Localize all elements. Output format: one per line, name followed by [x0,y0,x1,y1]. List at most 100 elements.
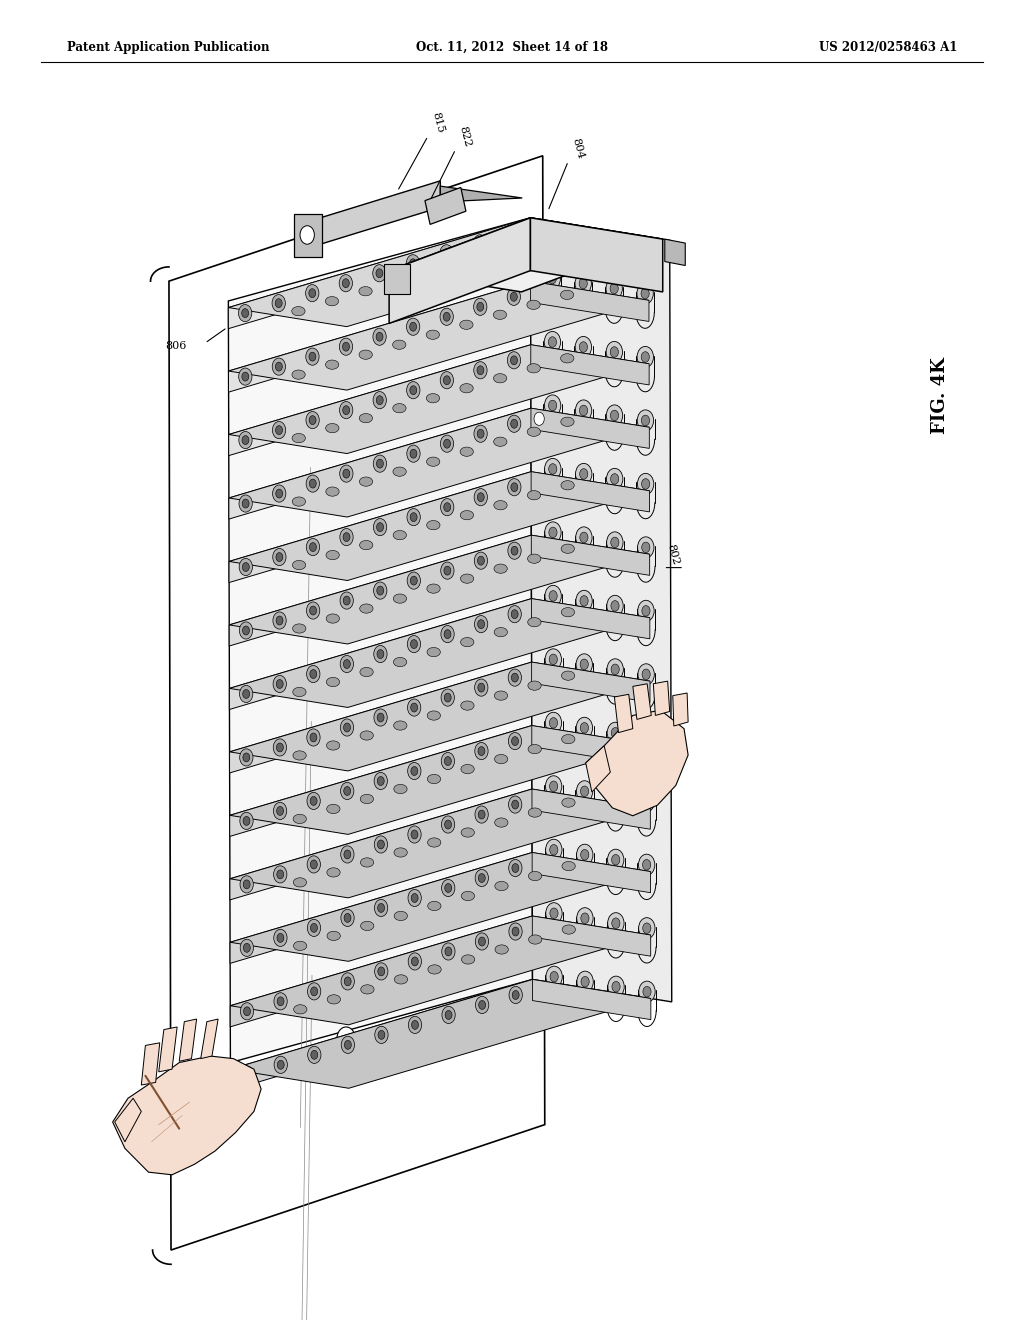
Circle shape [411,512,417,521]
Circle shape [474,678,487,696]
Circle shape [545,395,561,416]
Ellipse shape [327,614,340,623]
Ellipse shape [293,561,306,570]
Circle shape [344,787,350,796]
Circle shape [305,285,318,302]
Circle shape [546,840,562,861]
Circle shape [278,1060,285,1069]
Polygon shape [230,916,532,1027]
Circle shape [344,1040,351,1049]
Circle shape [239,368,252,385]
Circle shape [408,572,421,589]
Circle shape [410,385,417,395]
Polygon shape [389,218,530,323]
Text: 804: 804 [570,136,586,160]
Ellipse shape [427,520,440,529]
Ellipse shape [562,799,575,808]
Circle shape [412,894,418,903]
Circle shape [641,416,649,426]
Circle shape [512,737,518,746]
Ellipse shape [460,256,473,265]
Ellipse shape [393,404,407,413]
Polygon shape [665,239,685,265]
Circle shape [440,499,454,516]
Ellipse shape [426,267,439,276]
Circle shape [608,975,625,998]
Circle shape [343,405,349,414]
Circle shape [240,622,253,639]
Circle shape [442,1006,456,1023]
Circle shape [240,812,253,829]
Circle shape [509,796,522,813]
Ellipse shape [394,784,408,793]
Ellipse shape [359,540,373,549]
Circle shape [340,465,353,482]
Ellipse shape [359,605,373,614]
Ellipse shape [560,227,573,236]
Ellipse shape [495,627,508,636]
Ellipse shape [462,954,475,964]
Polygon shape [229,535,531,645]
Polygon shape [532,916,650,956]
Ellipse shape [393,594,407,603]
Circle shape [410,259,417,268]
Circle shape [581,850,589,861]
Circle shape [443,440,451,449]
Circle shape [545,458,561,479]
Circle shape [273,803,287,820]
Circle shape [272,484,286,502]
Circle shape [242,436,249,445]
Circle shape [607,785,624,807]
Polygon shape [440,186,522,202]
Circle shape [549,463,557,474]
Circle shape [477,492,484,502]
Circle shape [550,908,558,919]
Polygon shape [229,471,531,582]
Ellipse shape [460,447,473,457]
Ellipse shape [292,433,305,442]
Ellipse shape [527,491,541,500]
Circle shape [477,366,484,375]
Circle shape [272,549,286,565]
Ellipse shape [527,554,541,564]
Circle shape [441,879,455,896]
Ellipse shape [292,306,305,315]
Circle shape [508,733,521,750]
Circle shape [637,411,653,432]
Circle shape [274,1056,288,1073]
Circle shape [440,308,454,325]
Circle shape [343,469,350,478]
Circle shape [272,294,286,312]
Circle shape [378,968,385,975]
Circle shape [581,722,589,733]
Ellipse shape [327,867,340,876]
Circle shape [243,626,250,635]
Circle shape [637,346,653,367]
Circle shape [473,235,486,252]
Circle shape [443,503,451,512]
Circle shape [373,329,386,346]
Circle shape [339,275,352,292]
Circle shape [580,279,588,289]
Ellipse shape [461,701,474,710]
Polygon shape [531,599,650,639]
Ellipse shape [293,814,306,824]
Ellipse shape [293,688,306,697]
Circle shape [444,756,452,766]
Circle shape [611,664,620,675]
Circle shape [610,474,618,484]
Circle shape [307,1047,321,1064]
Circle shape [274,993,287,1010]
Ellipse shape [527,364,541,374]
Circle shape [244,1071,251,1080]
Circle shape [642,669,650,680]
Circle shape [306,602,319,619]
Circle shape [536,983,546,997]
Circle shape [310,924,317,932]
Ellipse shape [358,286,372,296]
Circle shape [477,556,484,565]
Circle shape [610,347,618,358]
Circle shape [408,826,421,843]
Ellipse shape [393,657,407,667]
Ellipse shape [393,467,407,477]
